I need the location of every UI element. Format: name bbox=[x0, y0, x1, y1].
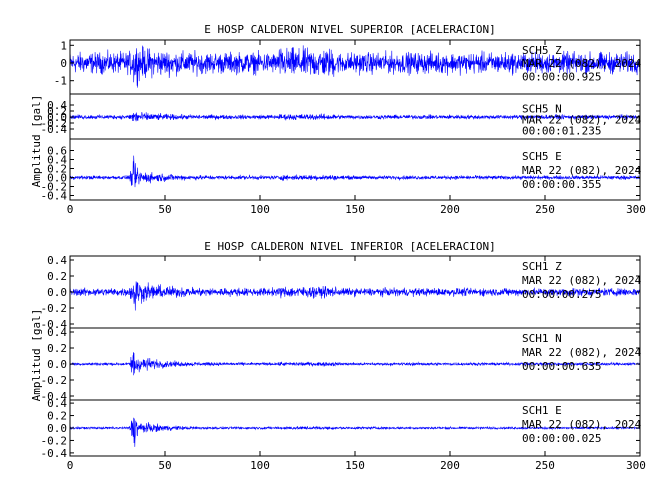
y-tick-label: 0.0 bbox=[47, 358, 67, 371]
channel-label: SCH5 Z bbox=[522, 44, 562, 57]
y-tick-label: -0.4 bbox=[41, 318, 68, 331]
y-tick-label: -0.2 bbox=[41, 434, 68, 447]
waveform-trace bbox=[70, 112, 640, 122]
date-label: MAR 22 (082), 2024 bbox=[522, 164, 642, 177]
y-tick-label: -0.4 bbox=[41, 390, 68, 403]
x-tick-label: 100 bbox=[250, 459, 270, 472]
x-tick-label: 300 bbox=[626, 203, 646, 216]
y-tick-label: 0.0 bbox=[47, 111, 67, 124]
y-tick-label: -0.2 bbox=[41, 302, 68, 315]
y-tick-label: 0.4 bbox=[47, 326, 67, 339]
y-tick-label: 0.2 bbox=[47, 410, 67, 423]
y-tick-label: 0.2 bbox=[47, 270, 67, 283]
panel-title-inferior: E HOSP CALDERON NIVEL INFERIOR [ACELERAC… bbox=[204, 240, 495, 253]
y-tick-label: -0.4 bbox=[41, 123, 68, 136]
x-tick-label: 50 bbox=[158, 459, 171, 472]
date-label: MAR 22 (082), 2024 bbox=[522, 418, 642, 431]
x-tick-label: 100 bbox=[250, 203, 270, 216]
y-tick-label: 0.4 bbox=[47, 397, 67, 410]
channel-label: SCH1 E bbox=[522, 404, 562, 417]
y-tick-label: 0.6 bbox=[47, 145, 67, 158]
x-tick-label: 0 bbox=[67, 203, 74, 216]
y-tick-label: 0.4 bbox=[47, 254, 67, 267]
x-tick-label: 200 bbox=[440, 203, 460, 216]
x-tick-label: 250 bbox=[535, 459, 555, 472]
x-tick-label: 150 bbox=[345, 459, 365, 472]
date-label: MAR 22 (082), 2024 bbox=[522, 114, 642, 127]
y-tick-label: -0.4 bbox=[41, 190, 68, 203]
x-tick-label: 50 bbox=[158, 203, 171, 216]
channel-label: SCH1 Z bbox=[522, 260, 562, 273]
y-tick-label: -0.2 bbox=[41, 117, 68, 130]
y-tick-label: 0.0 bbox=[47, 422, 67, 435]
start-time-label: 00:00:00.925 bbox=[522, 70, 601, 83]
y-tick-label: 0.0 bbox=[47, 286, 67, 299]
waveform-trace bbox=[70, 155, 640, 188]
waveform-trace bbox=[70, 352, 640, 376]
start-time-label: 00:00:01.235 bbox=[522, 125, 601, 138]
panel-title-superior: E HOSP CALDERON NIVEL SUPERIOR [ACELERAC… bbox=[204, 23, 495, 36]
ylabel-superior: Amplitud [gal] bbox=[30, 95, 43, 188]
x-tick-label: 0 bbox=[67, 459, 74, 472]
channel-label: SCH5 N bbox=[522, 103, 562, 116]
waveform-trace bbox=[70, 45, 640, 88]
y-tick-label: 0 bbox=[60, 57, 67, 70]
y-tick-label: -0.4 bbox=[41, 447, 68, 460]
y-tick-label: -1 bbox=[54, 75, 67, 88]
start-time-label: 00:00:00.635 bbox=[522, 360, 601, 373]
date-label: MAR 22 (082), 2024 bbox=[522, 274, 642, 287]
x-tick-label: 250 bbox=[535, 203, 555, 216]
waveform-trace bbox=[70, 417, 640, 447]
y-tick-label: 0.2 bbox=[47, 342, 67, 355]
x-tick-label: 200 bbox=[440, 459, 460, 472]
y-tick-label: 0.0 bbox=[47, 172, 67, 185]
y-tick-label: -0.2 bbox=[41, 374, 68, 387]
channel-label: SCH5 E bbox=[522, 150, 562, 163]
start-time-label: 00:00:00.275 bbox=[522, 288, 601, 301]
y-tick-label: 1 bbox=[60, 39, 67, 52]
y-tick-label: 0.4 bbox=[47, 154, 67, 167]
start-time-label: 00:00:00.025 bbox=[522, 432, 601, 445]
date-label: MAR 22 (082), 2024 bbox=[522, 57, 642, 70]
date-label: MAR 22 (082), 2024 bbox=[522, 346, 642, 359]
x-tick-label: 150 bbox=[345, 203, 365, 216]
channel-label: SCH1 N bbox=[522, 332, 562, 345]
y-tick-label: 0.2 bbox=[47, 163, 67, 176]
x-tick-label: 300 bbox=[626, 459, 646, 472]
ylabel-inferior: Amplitud [gal] bbox=[30, 309, 43, 402]
y-tick-label: -0.2 bbox=[41, 181, 68, 194]
waveform-trace bbox=[70, 281, 640, 311]
y-tick-label: 0.2 bbox=[47, 105, 67, 118]
start-time-label: 00:00:00.355 bbox=[522, 178, 601, 191]
y-tick-label: 0.4 bbox=[47, 99, 67, 112]
